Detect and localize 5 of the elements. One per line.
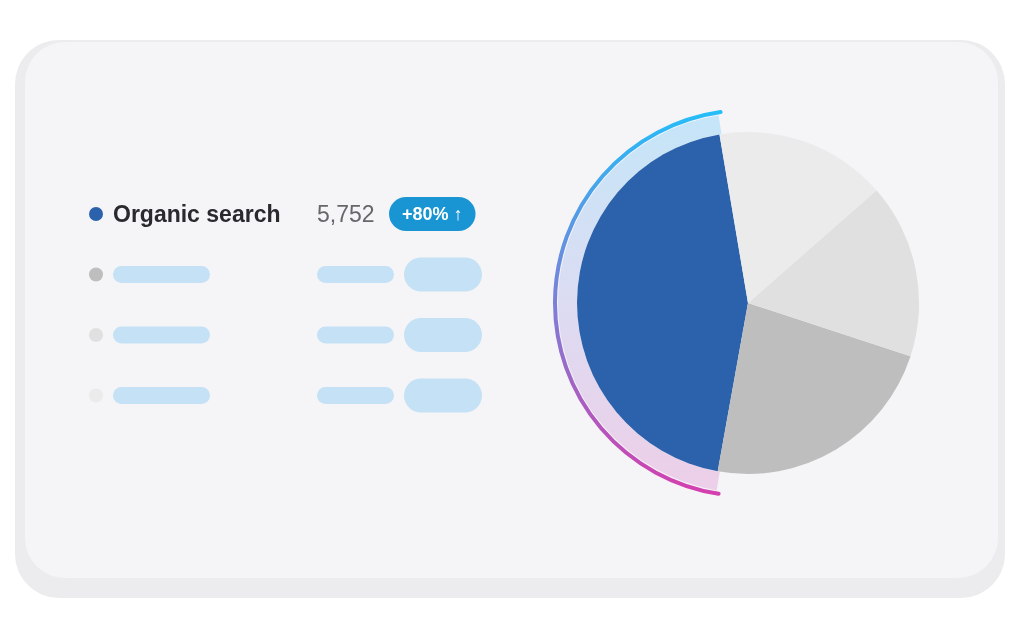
pie-slice bbox=[717, 303, 911, 474]
text: 5,752 bbox=[317, 201, 375, 228]
pie-slice bbox=[577, 134, 748, 472]
legend-label: Organic search bbox=[113, 201, 281, 228]
text: +80% ↑ bbox=[402, 204, 463, 225]
